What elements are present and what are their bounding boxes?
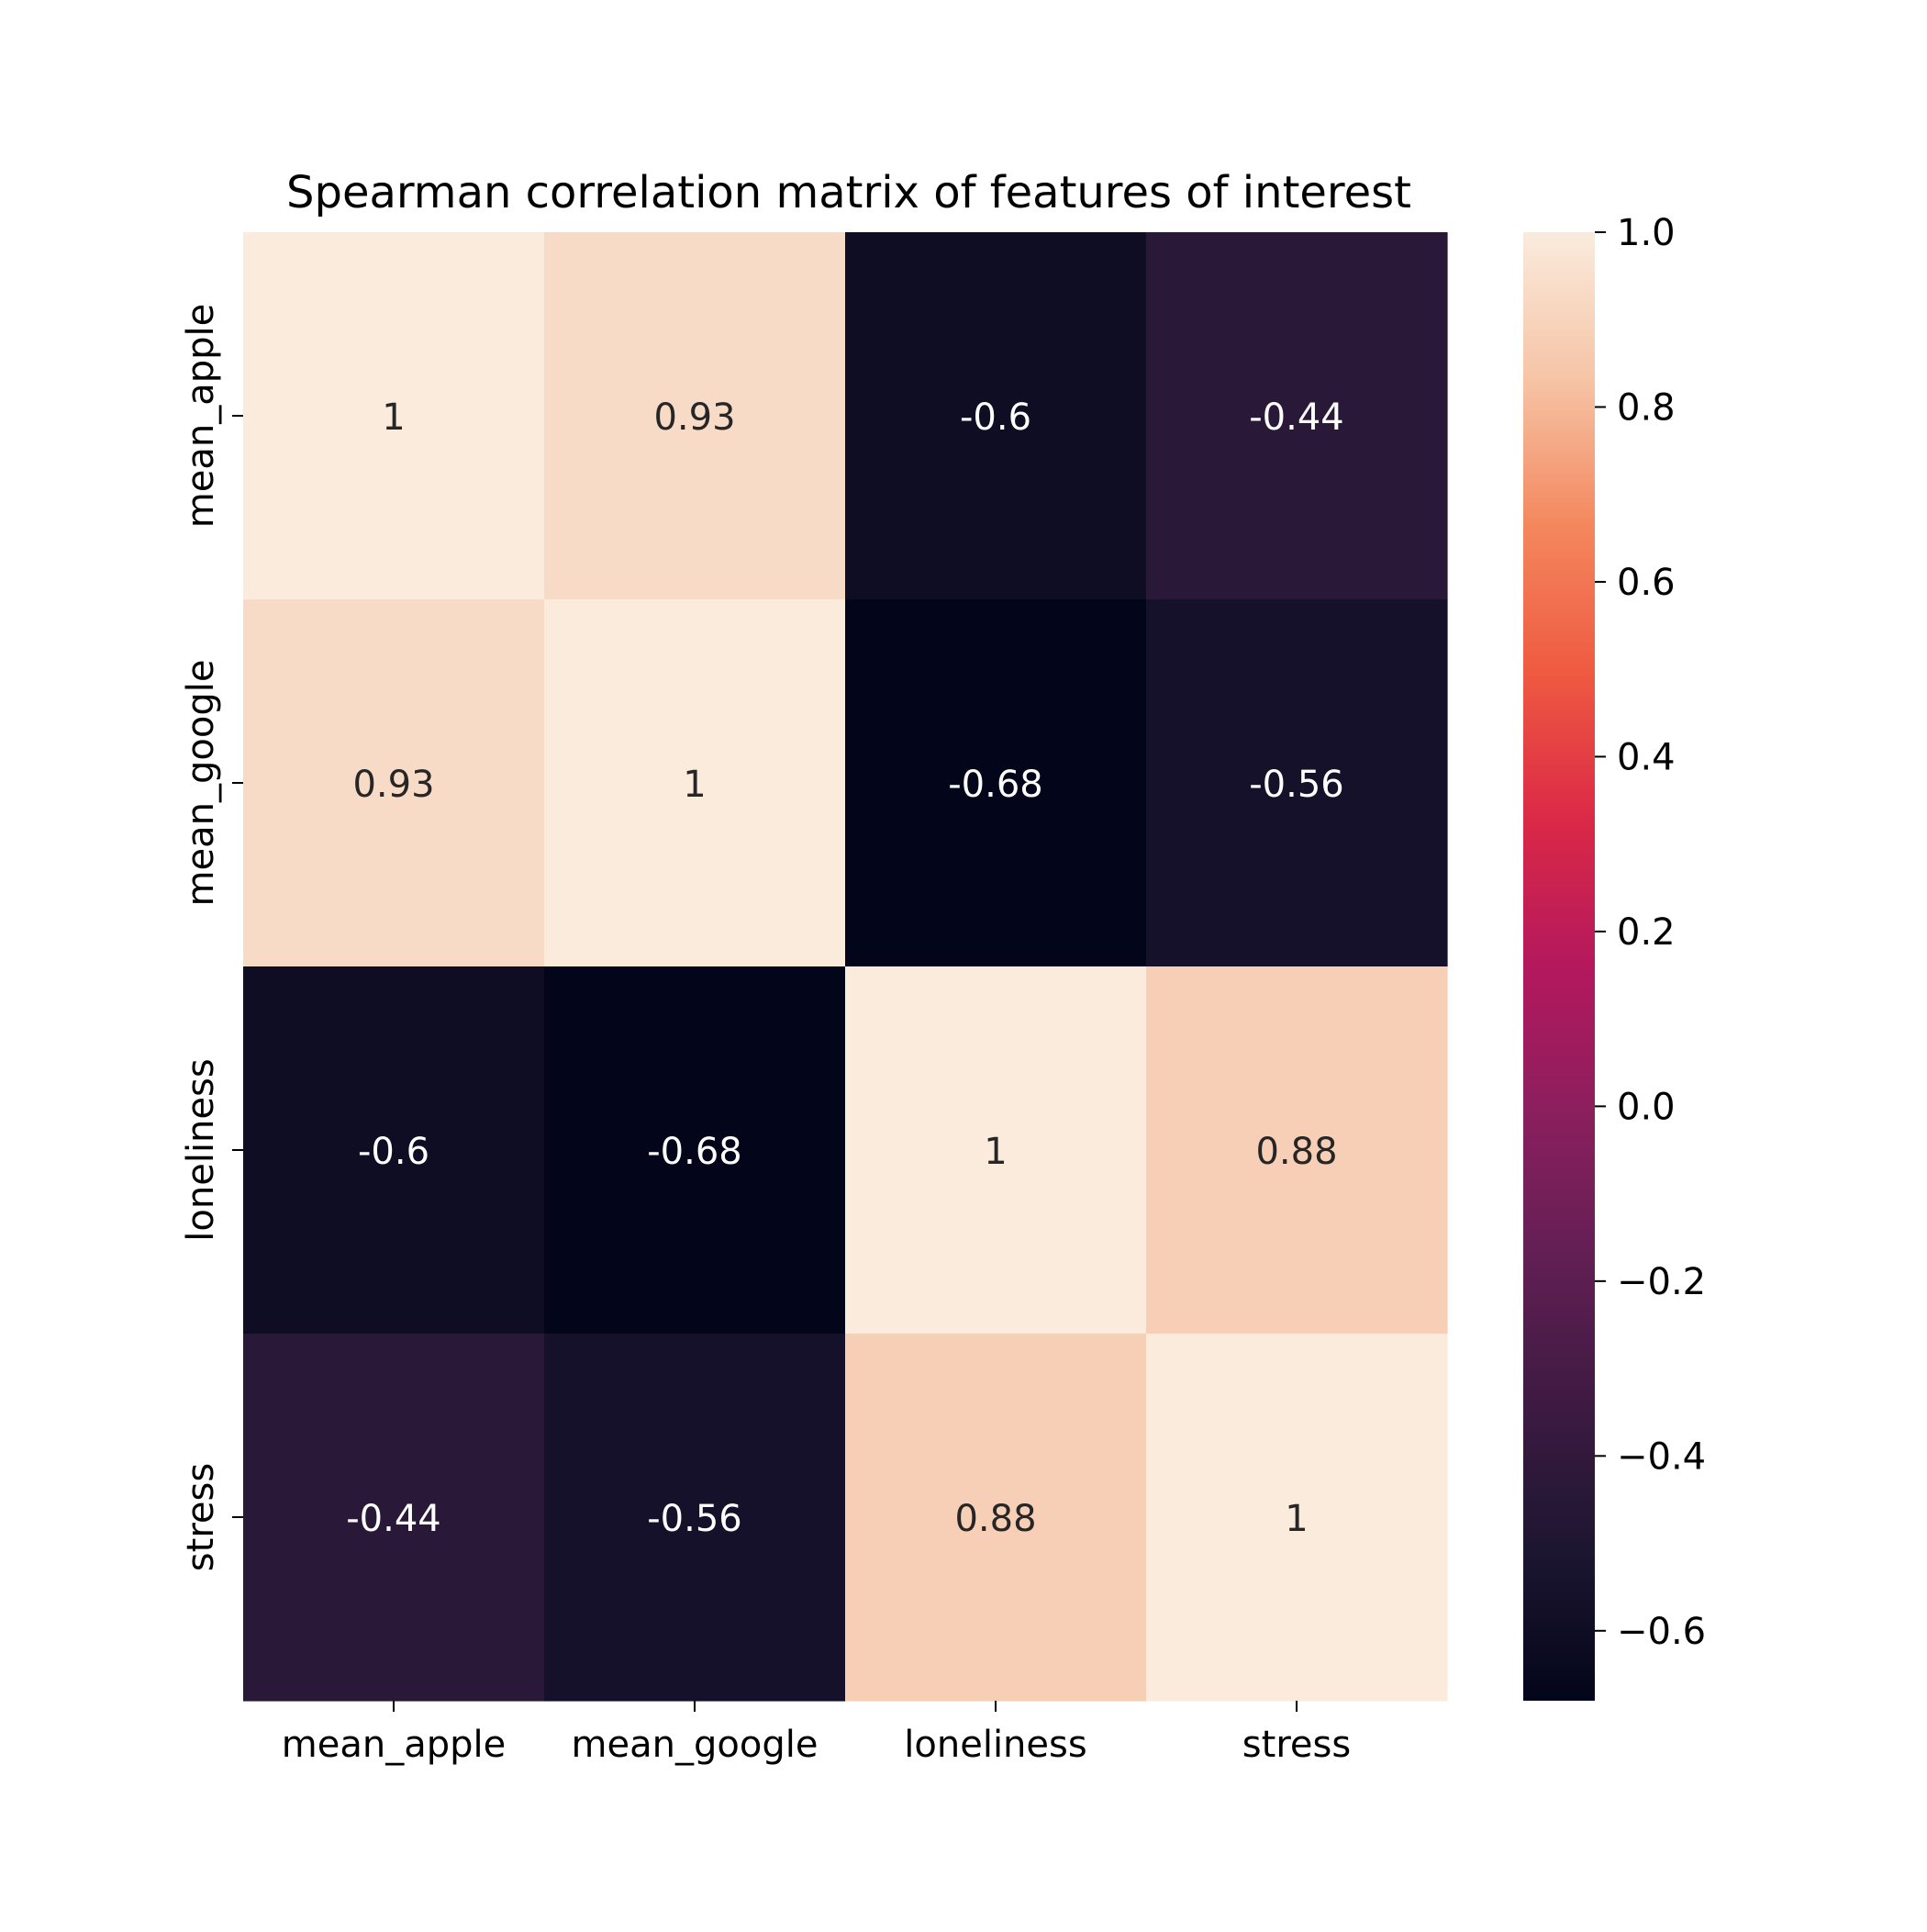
x-tick-label-stress: stress — [1242, 1724, 1351, 1766]
heatmap-cell-mean-apple-mean-google — [544, 232, 846, 600]
chart-title: Spearman correlation matrix of features … — [286, 167, 1411, 218]
colorbar: 1.0 0.8 0.6 0.4 0.2 0.0 −0.2 −0.4 −0.6 — [1523, 212, 1706, 1701]
colorbar-tick-label: 0.8 — [1617, 386, 1676, 429]
heatmap-cell-mean-apple-loneliness — [845, 232, 1147, 600]
cell-value-label: 0.88 — [954, 1498, 1036, 1540]
cell-value-label: -0.44 — [346, 1498, 441, 1540]
heatmap-cell-loneliness-mean-apple — [243, 966, 545, 1335]
heatmap-cell-loneliness-mean-google — [544, 966, 846, 1335]
cell-value-label: -0.68 — [647, 1131, 742, 1173]
y-axis: mean_apple mean_google loneliness stress — [180, 304, 243, 1571]
cell-value-label: -0.56 — [647, 1498, 742, 1540]
heatmap-cell-stress-stress — [1146, 1334, 1448, 1702]
y-tick-label-mean-google: mean_google — [180, 660, 222, 907]
colorbar-tick-label: −0.4 — [1617, 1435, 1706, 1478]
x-tick-label-loneliness: loneliness — [904, 1724, 1086, 1766]
heatmap-cell-stress-mean-google — [544, 1334, 846, 1702]
cell-value-label: 1 — [382, 396, 405, 439]
cell-value-label: 0.93 — [352, 764, 434, 806]
cell-value-label: 0.93 — [653, 396, 735, 439]
colorbar-tick-label: 0.2 — [1617, 911, 1676, 954]
heatmap-cell-mean-google-stress — [1146, 599, 1448, 967]
cell-value-label: 0.88 — [1255, 1131, 1337, 1173]
x-axis: mean_apple mean_google loneliness stress — [282, 1701, 1351, 1766]
cell-value-label: 1 — [683, 764, 706, 806]
heatmap-cell-stress-mean-apple — [243, 1334, 545, 1702]
y-tick-label-stress: stress — [180, 1463, 222, 1571]
cell-value-label: -0.56 — [1249, 764, 1344, 806]
colorbar-tick-label: 0.6 — [1617, 562, 1676, 604]
heatmap-cell-mean-apple-stress — [1146, 232, 1448, 600]
cell-annotations: 1 0.93 -0.6 -0.44 0.93 1 -0.68 -0.56 -0.6 -0.68 1 0… — [346, 396, 1344, 1540]
heatmap-cell-mean-google-loneliness — [845, 599, 1147, 967]
colorbar-tick-label: 0.0 — [1617, 1086, 1676, 1128]
x-tick-label-mean-google: mean_google — [572, 1724, 819, 1766]
heatmap-cell-loneliness-stress — [1146, 966, 1448, 1335]
heatmap-cells — [243, 232, 1448, 1702]
cell-value-label: 1 — [1285, 1498, 1308, 1540]
cell-value-label: -0.68 — [948, 764, 1043, 806]
heatmap-cell-loneliness-loneliness — [845, 966, 1147, 1335]
heatmap-cell-mean-google-mean-apple — [243, 599, 545, 967]
y-tick-label-mean-apple: mean_apple — [180, 304, 222, 528]
colorbar-gradient — [1523, 232, 1595, 1701]
cell-value-label: 1 — [984, 1131, 1007, 1173]
colorbar-tick-label: 0.4 — [1617, 736, 1676, 778]
heatmap-cell-mean-google-mean-google — [544, 599, 846, 967]
y-tick-label-loneliness: loneliness — [180, 1058, 222, 1241]
heatmap-cell-mean-apple-mean-apple — [243, 232, 545, 600]
colorbar-tick-label: −0.6 — [1617, 1611, 1706, 1653]
colorbar-tick-label: −0.2 — [1617, 1261, 1706, 1303]
cell-value-label: -0.6 — [358, 1131, 429, 1173]
colorbar-tick-label: 1.0 — [1617, 212, 1676, 254]
heatmap-cell-stress-loneliness — [845, 1334, 1147, 1702]
x-tick-label-mean-apple: mean_apple — [282, 1724, 506, 1766]
cell-value-label: -0.6 — [960, 396, 1031, 439]
cell-value-label: -0.44 — [1249, 396, 1344, 439]
